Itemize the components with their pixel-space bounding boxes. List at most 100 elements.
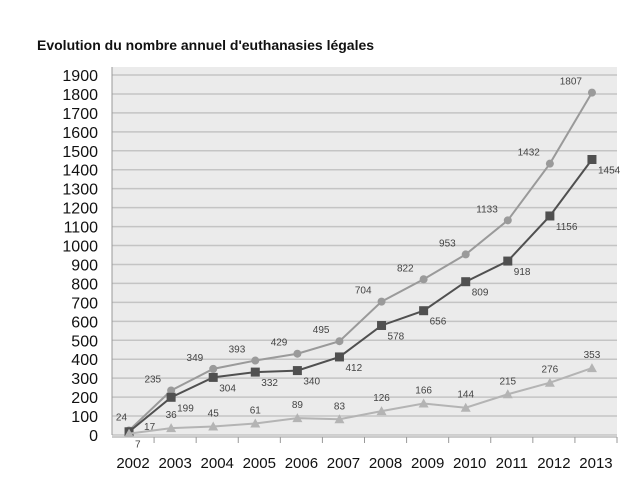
x-tick-label: 2003	[158, 455, 191, 472]
y-tick-label: 1600	[62, 125, 98, 142]
data-label: 393	[229, 345, 246, 356]
data-label: 809	[472, 288, 489, 299]
square-marker	[377, 320, 387, 330]
data-label: 7	[135, 440, 141, 451]
circle-marker	[587, 88, 596, 97]
y-tick-label: 1800	[62, 87, 98, 104]
data-label: 1454	[598, 166, 621, 177]
data-label: 215	[499, 376, 516, 387]
data-label: 304	[219, 383, 236, 394]
y-tick-label: 500	[71, 333, 98, 350]
square-marker	[334, 352, 344, 362]
circle-marker	[209, 364, 218, 373]
data-label: 1807	[560, 77, 583, 88]
data-label: 36	[166, 410, 178, 421]
triangle-marker	[544, 377, 555, 387]
x-tick-label: 2012	[537, 455, 570, 472]
circle-series-line	[128, 92, 593, 432]
data-label: 144	[457, 390, 474, 401]
square-marker	[545, 211, 555, 221]
square-marker	[166, 392, 176, 402]
circle-marker	[251, 356, 260, 365]
x-tick-label: 2006	[285, 455, 318, 472]
y-tick-label: 600	[71, 314, 98, 331]
data-label: 235	[144, 374, 161, 385]
x-tick-label: 2009	[411, 455, 444, 472]
triangle-marker	[586, 363, 597, 373]
x-tick-label: 2002	[116, 455, 149, 472]
triangle-marker	[292, 413, 303, 423]
data-label: 429	[271, 338, 288, 349]
circle-marker	[419, 275, 428, 284]
square-marker	[250, 367, 260, 377]
y-tick-label: 200	[71, 390, 98, 407]
circle-marker	[335, 337, 344, 346]
circle-marker	[545, 159, 554, 168]
plot-background	[112, 67, 617, 435]
y-tick-label: 1200	[62, 201, 98, 218]
square-marker	[587, 155, 597, 165]
x-tick-label: 2007	[327, 455, 360, 472]
data-label: 24	[116, 412, 128, 423]
triangle-marker	[334, 414, 345, 424]
data-label: 353	[584, 350, 601, 361]
data-label: 126	[373, 393, 390, 404]
circle-marker	[461, 250, 470, 259]
square-series-line	[128, 158, 593, 433]
y-tick-label: 1900	[62, 68, 98, 85]
chart-title: Evolution du nombre annuel d'euthanasies…	[37, 37, 375, 53]
circle-marker	[503, 216, 512, 225]
triangle-marker	[460, 402, 471, 412]
x-tick-label: 2008	[369, 455, 402, 472]
y-tick-label: 1500	[62, 144, 98, 161]
data-label: 83	[334, 401, 346, 412]
y-tick-label: 100	[71, 409, 98, 426]
data-label: 199	[177, 403, 194, 414]
y-tick-label: 1100	[64, 220, 99, 237]
data-label: 166	[415, 386, 432, 397]
data-label: 953	[439, 238, 456, 249]
triangle-marker	[124, 428, 135, 438]
data-label: 61	[250, 405, 262, 416]
y-tick-label: 400	[71, 352, 98, 369]
x-tick-label: 2010	[453, 455, 486, 472]
data-label: 332	[261, 378, 278, 389]
data-label: 918	[514, 267, 531, 278]
data-label: 17	[144, 422, 156, 433]
y-tick-label: 1000	[62, 239, 98, 256]
y-tick-label: 1400	[62, 163, 98, 180]
square-marker	[292, 366, 302, 376]
data-label: 349	[187, 353, 204, 364]
circle-marker	[377, 297, 386, 306]
square-marker	[419, 306, 429, 316]
triangle-series-line	[128, 367, 593, 435]
data-label: 89	[292, 400, 304, 411]
y-tick-label: 800	[71, 276, 98, 293]
x-tick-label: 2004	[201, 455, 234, 472]
y-tick-label: 300	[71, 371, 98, 388]
data-label: 822	[397, 263, 414, 274]
square-marker	[503, 256, 513, 266]
square-marker	[461, 277, 471, 287]
triangle-marker	[502, 389, 513, 399]
data-label: 412	[345, 363, 362, 374]
y-tick-label: 900	[71, 257, 98, 274]
data-label: 656	[430, 317, 447, 328]
y-tick-label: 700	[71, 295, 98, 312]
circle-marker	[293, 349, 302, 358]
y-tick-label: 1700	[62, 106, 98, 123]
data-label: 276	[542, 365, 559, 376]
triangle-marker	[208, 421, 219, 431]
square-marker	[208, 372, 218, 382]
circle-marker	[167, 386, 176, 395]
data-label: 1156	[556, 222, 578, 233]
x-tick-label: 2013	[579, 455, 612, 472]
data-label: 578	[388, 331, 405, 342]
triangle-marker	[250, 418, 261, 428]
data-label: 495	[313, 325, 330, 336]
triangle-marker	[166, 423, 177, 433]
data-label: 340	[303, 377, 320, 388]
x-tick-label: 2011	[496, 455, 528, 472]
y-tick-label: 0	[89, 428, 98, 445]
